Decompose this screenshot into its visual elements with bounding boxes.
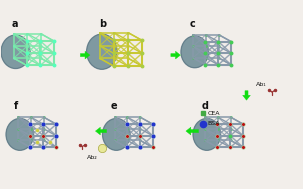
Ellipse shape — [1, 35, 30, 68]
Text: f: f — [14, 101, 18, 111]
Text: Ab₁: Ab₁ — [255, 82, 266, 87]
Ellipse shape — [6, 119, 34, 150]
Text: b: b — [99, 19, 106, 29]
Text: d: d — [201, 101, 208, 111]
Text: e: e — [111, 101, 117, 111]
Text: Ab₂: Ab₂ — [87, 155, 98, 160]
Text: c: c — [189, 19, 195, 29]
Ellipse shape — [87, 34, 117, 69]
Text: a: a — [11, 19, 18, 29]
Ellipse shape — [103, 119, 130, 150]
Ellipse shape — [193, 119, 221, 150]
Ellipse shape — [181, 36, 208, 68]
Text: BSA: BSA — [207, 121, 220, 126]
Text: CEA: CEA — [207, 111, 220, 116]
